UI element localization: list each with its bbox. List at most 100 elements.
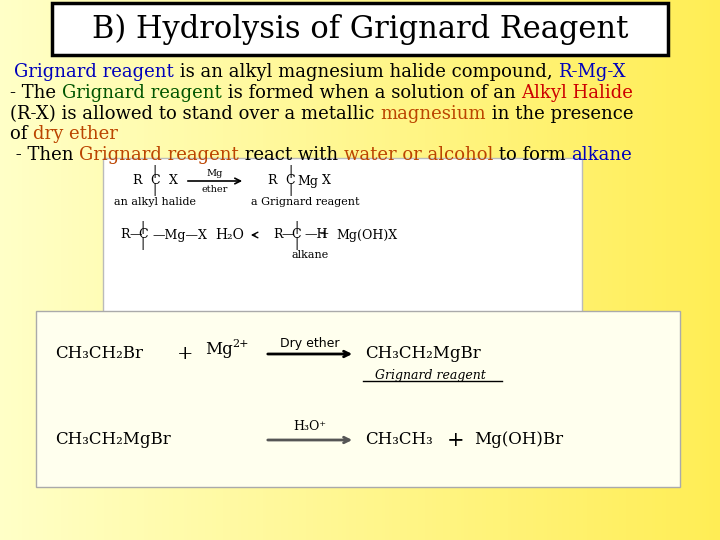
- Bar: [706, 0, 709, 540]
- Bar: [637, 0, 641, 540]
- Text: |: |: [288, 184, 292, 197]
- Bar: [425, 0, 428, 540]
- Bar: [572, 0, 576, 540]
- Bar: [349, 0, 353, 540]
- Bar: [169, 0, 173, 540]
- Bar: [313, 0, 317, 540]
- Text: alkane: alkane: [572, 146, 632, 164]
- Bar: [598, 0, 601, 540]
- Bar: [392, 0, 396, 540]
- Text: Dry ether: Dry ether: [280, 336, 340, 349]
- Bar: [648, 0, 652, 540]
- Text: Grignard reagent: Grignard reagent: [374, 369, 485, 382]
- Bar: [662, 0, 666, 540]
- Bar: [61, 0, 65, 540]
- Text: a Grignard reagent: a Grignard reagent: [251, 197, 359, 207]
- Text: |: |: [153, 184, 157, 197]
- Bar: [0, 0, 4, 540]
- Bar: [18, 0, 22, 540]
- Text: R-Mg-X: R-Mg-X: [558, 63, 626, 81]
- Text: R: R: [132, 174, 142, 187]
- Bar: [324, 0, 328, 540]
- Bar: [479, 0, 482, 540]
- Bar: [43, 0, 47, 540]
- Bar: [364, 0, 367, 540]
- Bar: [641, 0, 644, 540]
- Bar: [11, 0, 14, 540]
- Bar: [90, 0, 94, 540]
- Bar: [97, 0, 101, 540]
- Bar: [626, 0, 630, 540]
- Bar: [608, 0, 612, 540]
- Bar: [612, 0, 616, 540]
- Bar: [432, 0, 436, 540]
- Text: dry ether: dry ether: [33, 125, 118, 143]
- Bar: [202, 0, 205, 540]
- Bar: [7, 0, 11, 540]
- Bar: [544, 0, 547, 540]
- Bar: [317, 0, 320, 540]
- Text: Mg(OH)Br: Mg(OH)Br: [474, 431, 563, 449]
- Bar: [277, 0, 281, 540]
- Bar: [378, 0, 382, 540]
- Bar: [144, 0, 148, 540]
- Text: to form: to form: [493, 146, 572, 164]
- Text: —Mg—X: —Mg—X: [152, 228, 207, 241]
- Bar: [382, 0, 385, 540]
- Bar: [288, 0, 292, 540]
- Bar: [450, 0, 454, 540]
- Bar: [94, 0, 97, 540]
- Text: react with: react with: [239, 146, 344, 164]
- Bar: [245, 0, 248, 540]
- Text: —H: —H: [304, 228, 328, 241]
- Bar: [25, 0, 29, 540]
- Bar: [655, 0, 659, 540]
- Text: |: |: [141, 220, 145, 233]
- Bar: [227, 0, 230, 540]
- Text: +: +: [319, 228, 329, 241]
- Bar: [346, 0, 349, 540]
- Bar: [216, 0, 220, 540]
- Bar: [616, 0, 619, 540]
- Bar: [551, 0, 554, 540]
- Text: CH₃CH₂MgBr: CH₃CH₂MgBr: [365, 346, 481, 362]
- Bar: [256, 0, 259, 540]
- Text: CH₃CH₃: CH₃CH₃: [365, 431, 433, 449]
- Bar: [698, 0, 702, 540]
- Text: is an alkyl magnesium halide compound,: is an alkyl magnesium halide compound,: [174, 63, 558, 81]
- Bar: [180, 0, 184, 540]
- Text: —: —: [130, 228, 143, 241]
- Bar: [353, 0, 356, 540]
- Bar: [490, 0, 493, 540]
- Bar: [342, 0, 346, 540]
- Bar: [191, 0, 194, 540]
- Bar: [331, 0, 335, 540]
- Bar: [151, 0, 155, 540]
- Bar: [421, 0, 425, 540]
- Bar: [122, 0, 126, 540]
- Bar: [266, 0, 270, 540]
- Bar: [281, 0, 284, 540]
- Bar: [104, 0, 108, 540]
- Bar: [140, 0, 144, 540]
- Bar: [634, 0, 637, 540]
- Bar: [666, 0, 670, 540]
- Bar: [14, 0, 18, 540]
- Text: |: |: [288, 165, 292, 179]
- Text: CH₃CH₂MgBr: CH₃CH₂MgBr: [55, 431, 171, 449]
- Bar: [220, 0, 223, 540]
- Bar: [32, 0, 36, 540]
- Bar: [205, 0, 209, 540]
- Text: - Then: - Then: [10, 146, 79, 164]
- Bar: [119, 0, 122, 540]
- Bar: [320, 0, 324, 540]
- Text: +: +: [447, 430, 465, 449]
- Bar: [709, 0, 713, 540]
- Bar: [162, 0, 166, 540]
- Bar: [54, 0, 58, 540]
- Bar: [371, 0, 374, 540]
- Bar: [659, 0, 662, 540]
- Text: B) Hydrolysis of Grignard Reagent: B) Hydrolysis of Grignard Reagent: [92, 14, 628, 45]
- Bar: [83, 0, 86, 540]
- Bar: [695, 0, 698, 540]
